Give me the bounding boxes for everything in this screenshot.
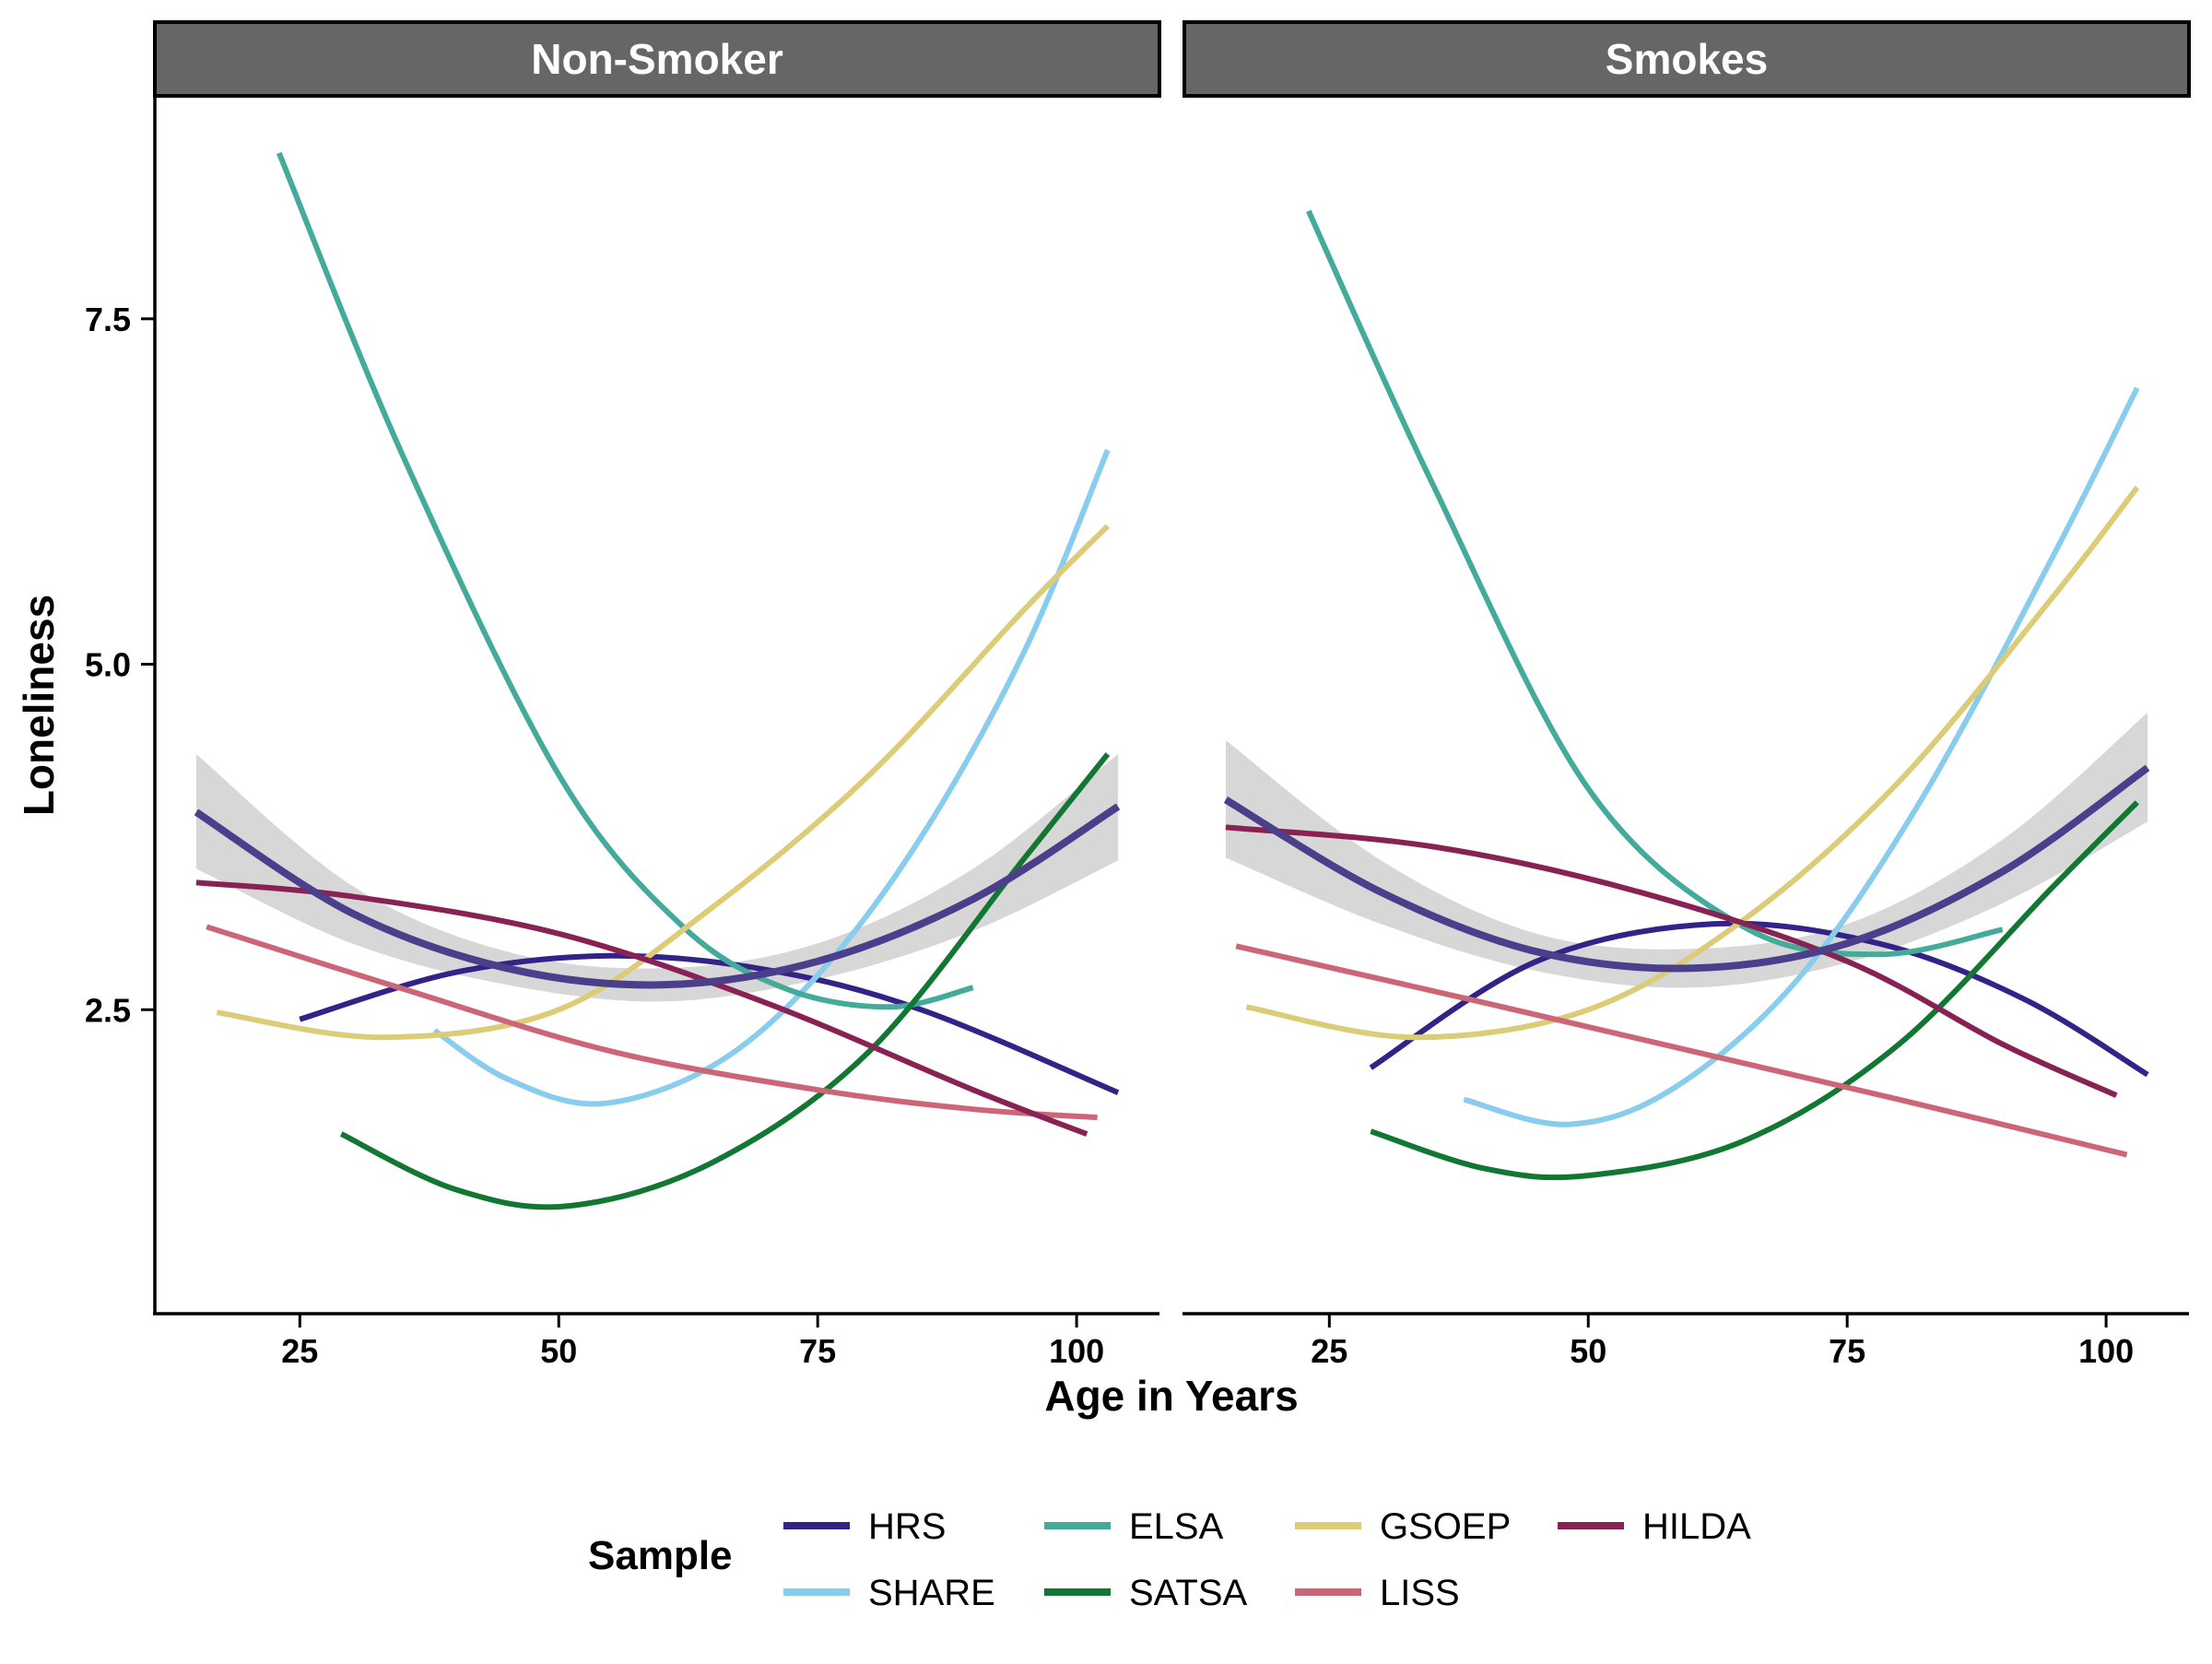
facet-strip-non-smoker: [153, 20, 1161, 98]
facet-strip-smokes: [1182, 20, 2191, 98]
x-tick-label: 100: [1049, 1332, 1104, 1370]
x-tick-label: 75: [1829, 1332, 1865, 1370]
legend-label-elsa: ELSA: [1129, 1506, 1224, 1547]
plot-area-non-smoker: [194, 151, 1121, 1210]
series-line-hrs-non-smoker: [299, 952, 1120, 1095]
x-ticks-smokes: 25 50 75 100: [1311, 1314, 2134, 1370]
series-line-liss-non-smoker: [206, 924, 1098, 1121]
series-line-satsa-non-smoker: [339, 752, 1111, 1210]
legend-label-share: SHARE: [868, 1573, 995, 1613]
plot-area-smokes: [1223, 209, 2150, 1181]
x-tick-label: 50: [540, 1332, 577, 1370]
series-line-hilda-smokes: [1225, 824, 2118, 1098]
legend-label-hilda: HILDA: [1642, 1506, 1751, 1547]
facet-title-smokes: Smokes: [1606, 35, 1768, 83]
y-tick-label: 7.5: [85, 301, 131, 338]
x-ticks-non-smoker: 25 50 75 100: [281, 1314, 1104, 1370]
series-line-gsoep-smokes: [1245, 485, 2140, 1041]
series-line-elsa-non-smoker: [276, 151, 974, 1010]
legend-label-gsoep: GSOEP: [1380, 1506, 1511, 1547]
series-line-share-non-smoker: [432, 449, 1111, 1107]
legend: Sample HRS SHARE ELSA SATSA GSOEP LISS HILDA: [588, 1506, 1751, 1613]
overall-trend-line-smokes: [1223, 764, 2150, 973]
series-line-elsa-smokes: [1306, 209, 2004, 958]
y-tick-label: 5.0: [85, 646, 131, 684]
series-line-liss-smokes: [1235, 943, 2128, 1158]
series-line-satsa-smokes: [1370, 800, 2139, 1181]
series-line-hrs-smokes: [1369, 920, 2149, 1078]
overall-trend-line-non-smoker: [194, 803, 1121, 989]
x-tick-label: 25: [281, 1332, 318, 1370]
facet-title-non-smoker: Non-Smoker: [531, 35, 783, 83]
series-line-gsoep-non-smoker: [216, 524, 1110, 1041]
legend-items: HRS SHARE ELSA SATSA GSOEP LISS HILDA: [783, 1506, 1751, 1613]
x-tick-label: 75: [799, 1332, 836, 1370]
panel-smokes: Smokes 25 50 75 100: [1182, 20, 2191, 1370]
x-axis-title: Age in Years: [1044, 1372, 1298, 1420]
x-tick-label: 25: [1311, 1332, 1347, 1370]
legend-label-hrs: HRS: [868, 1506, 946, 1547]
x-tick-label: 50: [1570, 1332, 1606, 1370]
y-ticks: 2.5 5.0 7.5: [85, 301, 155, 1029]
y-axis-title: Loneliness: [15, 595, 63, 816]
series-line-hilda-non-smoker: [195, 879, 1088, 1137]
legend-label-liss: LISS: [1380, 1573, 1460, 1613]
ci-ribbon-smokes: [1225, 713, 2148, 988]
panel-non-smoker: Non-Smoker 25 50 75 100 2.5 5.0 7.5: [85, 20, 1161, 1370]
y-tick-label: 2.5: [85, 991, 131, 1029]
series-line-share-smokes: [1463, 386, 2140, 1127]
x-tick-label: 100: [2078, 1332, 2134, 1370]
legend-label-satsa: SATSA: [1129, 1573, 1248, 1613]
legend-title: Sample: [588, 1533, 733, 1578]
